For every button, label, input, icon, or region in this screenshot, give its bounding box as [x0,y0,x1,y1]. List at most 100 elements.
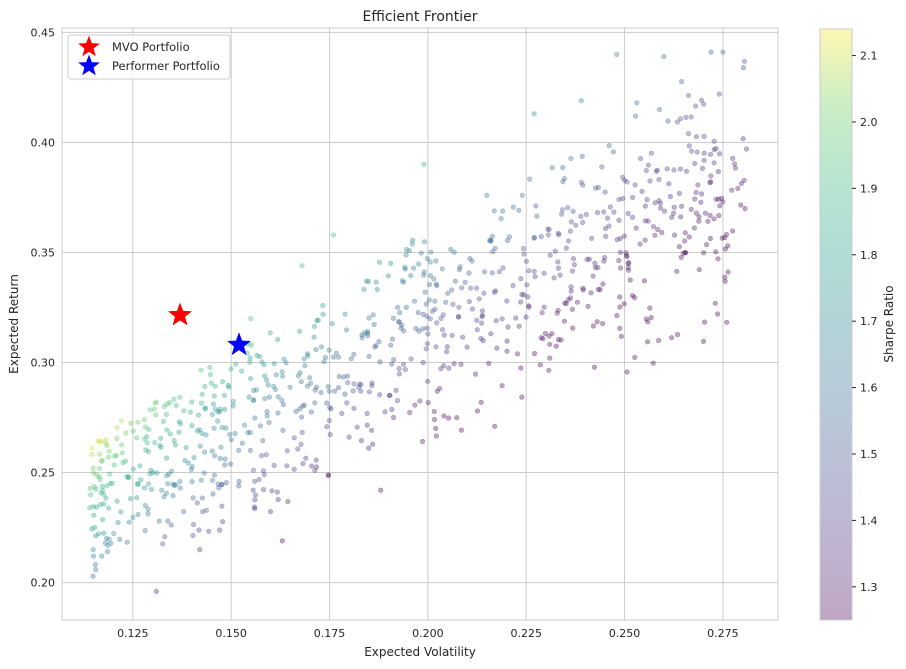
portfolio-point [228,366,234,372]
portfolio-point [685,92,692,99]
portfolio-point [164,401,170,407]
portfolio-point [280,427,286,434]
portfolio-point [729,228,736,234]
portfolio-point [693,134,700,140]
portfolio-point [439,327,446,333]
portfolio-point [632,182,638,188]
portfolio-point [326,417,332,424]
portfolio-point [212,406,218,412]
portfolio-point [641,278,648,284]
portfolio-point [456,267,463,273]
portfolio-point [632,113,639,119]
portfolio-point [172,442,178,448]
portfolio-point [561,318,568,324]
portfolio-point [707,212,713,218]
portfolio-point [546,367,552,373]
portfolio-point [549,165,555,171]
portfolio-point [671,232,678,238]
portfolio-point [251,397,257,403]
portfolio-point [482,269,488,275]
portfolio-point [667,193,674,200]
x-tick-label: 0.225 [510,627,542,640]
portfolio-point [126,474,132,480]
portfolio-point [344,373,351,379]
portfolio-point [251,504,257,510]
portfolio-point [118,509,124,515]
portfolio-point [418,250,424,256]
portfolio-point [625,261,631,267]
portfolio-point [299,429,305,436]
portfolio-point [201,470,207,476]
portfolio-point [469,258,475,264]
portfolio-point [202,449,208,455]
portfolio-point [478,399,484,405]
portfolio-point [222,406,228,412]
portfolio-point [451,361,457,367]
portfolio-point [209,448,215,454]
portfolio-point [526,303,532,309]
portfolio-point [389,406,395,413]
portfolio-point [473,285,480,291]
portfolio-point [329,321,335,327]
portfolio-point [308,380,314,387]
portfolio-point [441,332,447,338]
x-axis-label: Expected Volatility [364,645,476,659]
colorbar-tick-label: 2.0 [860,116,878,129]
portfolio-point [526,268,532,274]
portfolio-point [262,396,268,402]
portfolio-point [382,409,388,415]
portfolio-point [401,279,407,285]
portfolio-point [93,567,99,573]
portfolio-point [523,314,529,320]
portfolio-point [396,365,402,372]
portfolio-point [692,160,698,167]
portfolio-point [454,415,460,421]
portfolio-point [420,311,426,318]
portfolio-point [181,508,187,515]
portfolio-point [385,273,392,279]
portfolio-point [333,350,339,356]
portfolio-point [717,203,723,209]
portfolio-point [373,343,379,349]
portfolio-point [614,237,620,243]
portfolio-point [376,259,383,265]
portfolio-point [559,207,566,213]
portfolio-point [692,103,699,109]
portfolio-point [625,267,632,273]
portfolio-point [452,278,458,284]
portfolio-point [167,431,173,437]
portfolio-point [518,276,524,282]
portfolio-point [198,477,204,483]
portfolio-point [106,448,112,454]
portfolio-point [424,341,431,347]
portfolio-point [531,111,537,117]
portfolio-point [621,301,627,307]
portfolio-point [547,252,553,258]
portfolio-point [616,257,622,264]
portfolio-point [629,293,636,299]
portfolio-point [301,402,307,408]
portfolio-point [135,481,141,487]
portfolio-point [339,410,345,417]
portfolio-point [253,387,259,393]
portfolio-point [182,457,188,464]
y-tick-label: 0.25 [31,467,56,480]
portfolio-point [676,244,683,250]
portfolio-point [250,397,257,403]
portfolio-point [656,176,662,183]
portfolio-point [114,424,120,431]
portfolio-point [177,479,183,485]
portfolio-point [420,326,426,332]
portfolio-point [150,470,156,476]
portfolio-point [713,196,719,202]
portfolio-point [203,507,209,513]
portfolio-point [474,327,480,333]
portfolio-point [532,273,538,280]
portfolio-point [313,457,319,463]
portfolio-point [332,388,338,394]
portfolio-point [101,491,107,497]
portfolio-point [516,207,522,213]
portfolio-point [708,49,714,55]
portfolio-point [568,288,574,294]
portfolio-point [601,258,607,264]
